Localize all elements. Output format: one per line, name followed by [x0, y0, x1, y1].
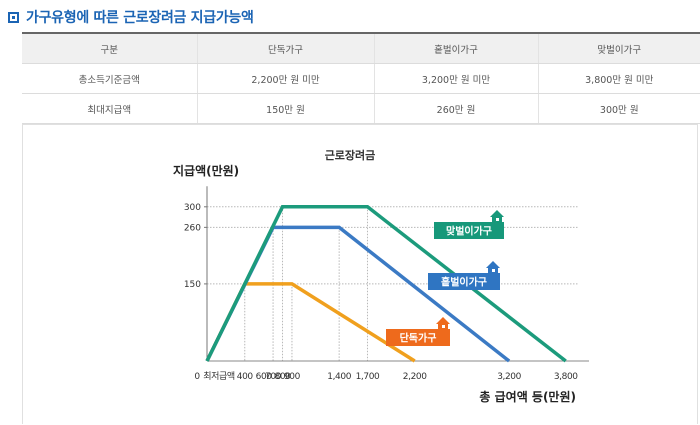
header-single-earner: 홑벌이가구 [374, 32, 539, 64]
square-bullet-icon [8, 11, 19, 23]
y-tick-label: 300 [184, 203, 201, 213]
earned-income-credit-chart: 근로장려금 지급액(만원) 총 급여액 등(만원) 150 260 300 0 최저급액… [173, 148, 589, 404]
table-row: 최대지급액 150만 원 260만 원 300만 원 [22, 93, 700, 124]
x-tick-label: 600 [256, 372, 273, 382]
header-dual-earner: 맞벌이가구 [538, 32, 700, 64]
table-cell: 150만 원 [197, 93, 375, 124]
table-cell: 260만 원 [374, 93, 539, 124]
table-cell: 3,800만 원 미만 [538, 63, 700, 94]
row-label: 총소득기준금액 [22, 63, 198, 94]
axes [204, 186, 589, 362]
x-tick-label: 1,400 [327, 372, 351, 382]
series-labels: 단독가구 홑벌이가구 맞벌이가구 [386, 210, 504, 346]
series-line [205, 225, 511, 363]
header-category: 구분 [22, 32, 198, 64]
x-tick-label: 1,700 [356, 372, 380, 382]
x-tick-label: 3,200 [497, 372, 521, 382]
table-header-row: 구분 단독가구 홑벌이가구 맞벌이가구 [22, 32, 700, 64]
series-label-text: 맞벌이가구 [446, 225, 492, 238]
x-tick-label: 800 [275, 372, 292, 382]
page-title: 가구유형에 따른 근로장려금 지급가능액 [26, 10, 254, 26]
table-row: 총소득기준금액 2,200만 원 미만 3,200만 원 미만 3,800만 원… [22, 63, 700, 94]
y-tick-label: 150 [184, 280, 201, 290]
house-icon [486, 261, 500, 274]
table-cell: 300만 원 [538, 93, 700, 124]
row-label: 최대지급액 [22, 93, 198, 124]
x-tick-label: 400 [237, 372, 254, 382]
x-tick-label: 0 [194, 372, 200, 382]
y-tick-label: 260 [184, 223, 201, 233]
x-tick-label: 700 [265, 372, 282, 382]
house-icon [490, 210, 504, 223]
chart-panel: 근로장려금 지급액(만원) 총 급여액 등(만원) 150 260 300 0 최저급액… [22, 124, 698, 424]
series-label: 맞벌이가구 [434, 210, 504, 239]
series-label: 단독가구 [386, 317, 450, 346]
credit-criteria-table: 구분 단독가구 홑벌이가구 맞벌이가구 총소득기준금액 2,200만 원 미만 … [22, 32, 700, 124]
series-label-box [386, 329, 450, 346]
x-tick-label: 2,200 [403, 372, 427, 382]
series-label-box [428, 273, 500, 290]
x-axis-label: 총 급여액 등(만원) [479, 389, 576, 404]
x-tick-label: 3,800 [554, 372, 578, 382]
y-axis-label: 지급액(만원) [173, 163, 239, 178]
series-label-box [434, 222, 504, 239]
house-icon [436, 317, 450, 330]
series-label-text: 홑벌이가구 [441, 276, 487, 289]
header-single: 단독가구 [197, 32, 375, 64]
series-label-text: 단독가구 [400, 332, 437, 345]
chart-title: 근로장려금 [325, 148, 376, 162]
series-label: 홑벌이가구 [428, 261, 500, 290]
section-title: 가구유형에 따른 근로장려금 지급가능액 [8, 6, 254, 28]
x-tick-label: 최저급액 [203, 370, 235, 382]
x-tick-label: 900 [284, 372, 301, 382]
table-cell: 2,200만 원 미만 [197, 63, 375, 94]
table-cell: 3,200만 원 미만 [374, 63, 539, 94]
